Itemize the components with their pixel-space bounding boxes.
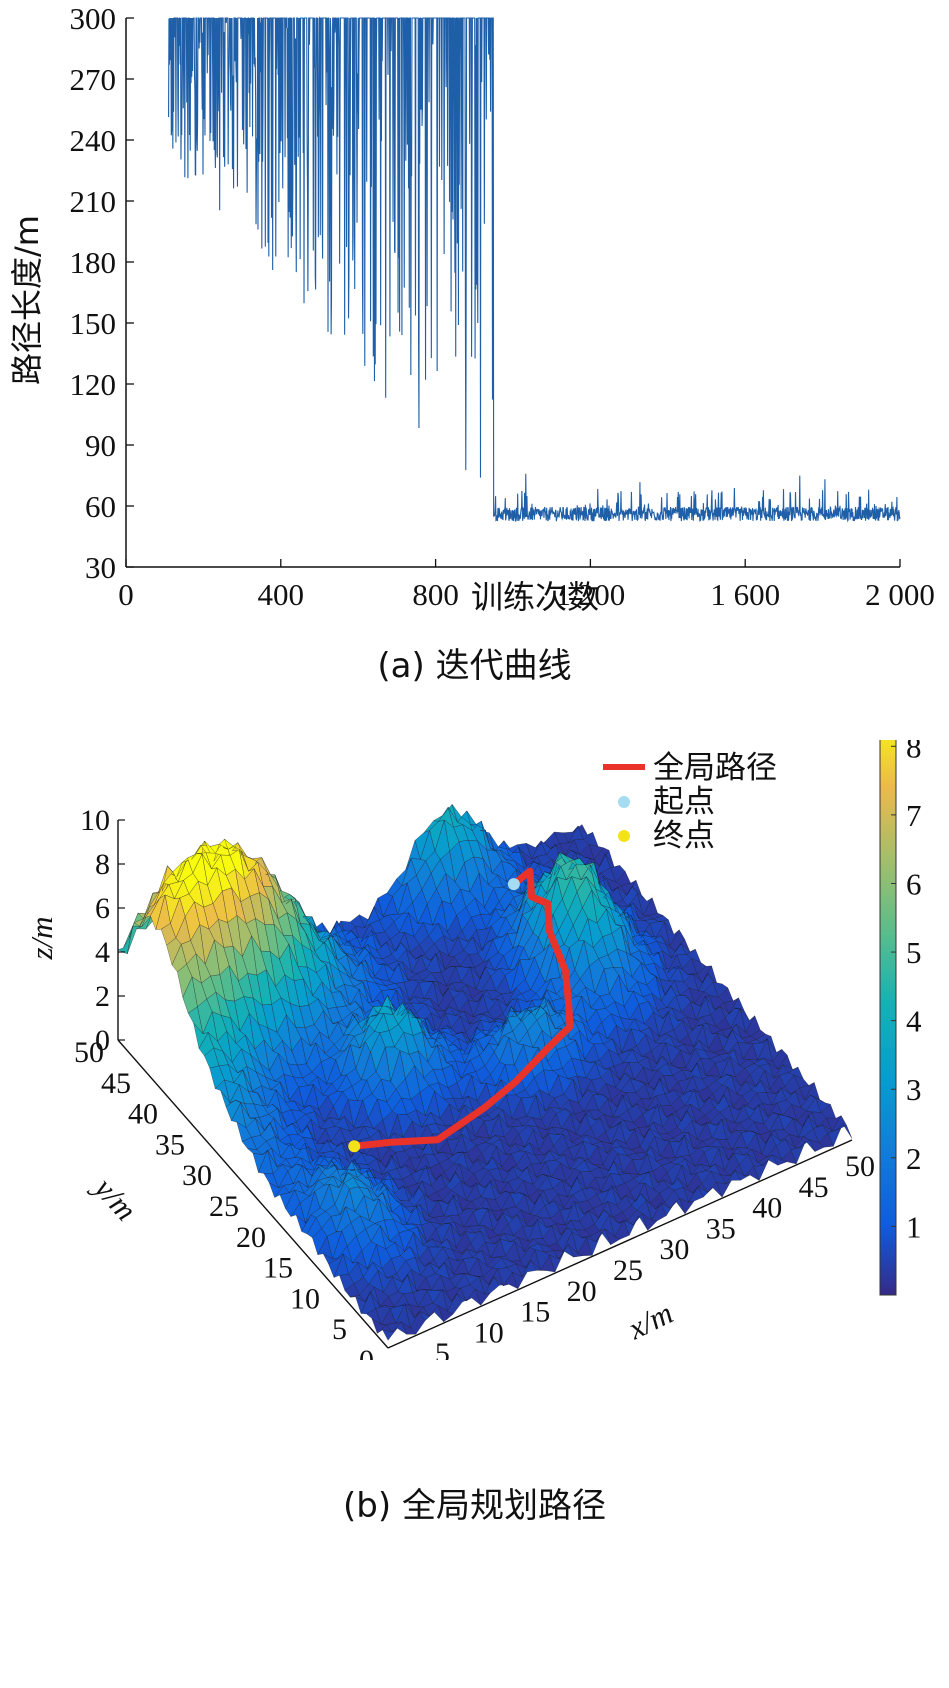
x-axis-label: x/m (622, 1295, 678, 1347)
y-tick-label: 5 (332, 1313, 347, 1346)
legend-label-end: 终点 (653, 818, 715, 854)
x-tick-label: 10 (474, 1316, 504, 1349)
x-tick-label: 30 (659, 1233, 689, 1266)
iteration-curve-chart: 30 60 90 120 150 180 210 240 270 300 0 400 800 1 200 1… (8, 1, 935, 616)
y-tick-label: 90 (85, 428, 116, 463)
y-tick-label: 35 (155, 1128, 185, 1161)
global-path-surface-chart: 5101520253035404550051015202530354045500… (24, 740, 922, 1360)
terrain-surface (117, 803, 853, 1341)
y-tick-label: 45 (101, 1067, 131, 1100)
y-tick-label: 240 (70, 123, 117, 158)
x-tick-label: 1 200 (556, 577, 626, 612)
x-tick-label: 1 600 (710, 577, 780, 612)
legend: 全局路径 起点 终点 (603, 750, 777, 854)
caption-b: (b) 全局规划路径 (343, 1486, 606, 1526)
y-tick-label: 20 (236, 1221, 266, 1254)
y-tick-label: 150 (70, 306, 117, 341)
x-tick-label: 0 (118, 577, 134, 612)
colorbar-tick-label: 4 (906, 1004, 922, 1039)
surface-patch (837, 1123, 853, 1139)
colorbar-tick-label: 2 (906, 1141, 922, 1176)
x-tick-label: 45 (799, 1171, 829, 1204)
colorbar-tick-label: 8 (906, 740, 922, 764)
x-tick-label: 40 (752, 1192, 782, 1225)
colorbar-tick-label: 3 (906, 1072, 922, 1107)
y-tick-label: 30 (85, 550, 116, 585)
x-axis-line (387, 1139, 853, 1349)
end-point (348, 1140, 361, 1153)
y-tick-label: 30 (182, 1159, 212, 1192)
legend-label-start: 起点 (653, 784, 715, 820)
iteration-curve-axes: 30 60 90 120 150 180 210 240 270 300 0 400 800 1 200 1… (70, 1, 935, 612)
y-axis-label: 路径长度/m (8, 215, 46, 385)
x-tick-label: 20 (567, 1275, 597, 1308)
z-tick-label: 6 (95, 892, 110, 925)
z-tick-label: 0 (95, 1024, 110, 1057)
series-line (168, 16, 901, 523)
x-tick-label: 15 (520, 1296, 550, 1329)
x-tick-label: 400 (258, 577, 305, 612)
colorbar-bar (879, 740, 897, 1296)
y-tick-label: 60 (85, 489, 116, 524)
start-point (507, 878, 520, 891)
x-axis-label: 训练次数 (471, 578, 599, 616)
y-tick-label: 120 (70, 367, 117, 402)
y-tick-label: 270 (70, 62, 117, 97)
colorbar-tick-label: 7 (906, 798, 922, 833)
y-tick-label: 10 (290, 1282, 320, 1315)
x-tick-label: 2 000 (865, 577, 935, 612)
caption-a: (a) 迭代曲线 (377, 646, 572, 686)
y-tick-label: 40 (128, 1098, 158, 1131)
path-line (353, 867, 574, 1150)
z-tick-label: 4 (95, 936, 110, 969)
colorbar-tick-label: 5 (906, 935, 922, 970)
y-tick-label: 50 (74, 1036, 104, 1069)
colorbar-tick-label: 1 (906, 1209, 922, 1244)
x-tick-label: 35 (706, 1212, 736, 1245)
y-tick-label: 0 (359, 1344, 374, 1360)
y-tick-label: 180 (70, 245, 117, 280)
legend-label-path: 全局路径 (653, 750, 777, 786)
y-axis-label: y/m (86, 1168, 144, 1227)
y-tick-label: 15 (263, 1252, 293, 1285)
z-tick-label: 10 (80, 804, 110, 837)
colorbar: 1 2 3 4 5 6 7 8 (879, 740, 922, 1296)
x-tick-label: 800 (412, 577, 459, 612)
y-tick-label: 210 (70, 184, 117, 219)
legend-dot-start (618, 796, 630, 808)
z-tick-label: 2 (95, 980, 110, 1013)
iteration-curve-plot-area (168, 16, 901, 523)
z-tick-label: 8 (95, 848, 110, 881)
y-tick-label: 300 (70, 1, 117, 36)
global-path (348, 867, 574, 1153)
y-axis-line (117, 1039, 389, 1349)
colorbar-tick-label: 6 (906, 866, 922, 901)
x-tick-label: 5 (435, 1337, 450, 1360)
legend-dot-end (618, 830, 630, 842)
y-tick-label: 25 (209, 1190, 239, 1223)
z-axis-label: z/m (24, 916, 59, 960)
x-tick-label: 50 (845, 1150, 875, 1183)
x-tick-label: 25 (613, 1254, 643, 1287)
